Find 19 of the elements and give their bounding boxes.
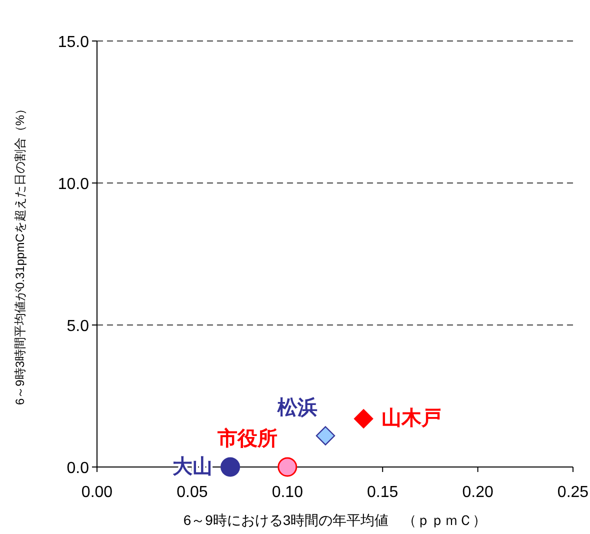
y-tick-label: 15.0: [58, 34, 90, 51]
x-tick-label: 0.25: [557, 484, 589, 501]
series-label: 市役所: [216, 427, 278, 450]
y-tick-label: 10.0: [58, 176, 90, 193]
point: [220, 457, 240, 477]
x-axis-title: 6～9時における3時間の年平均値 （ｐｐｍＣ）: [183, 512, 487, 528]
point: [278, 457, 298, 477]
x-tick-label: 0.05: [176, 484, 208, 501]
point: [354, 409, 374, 428]
y-tick-label: 0.0: [66, 460, 90, 477]
x-tick-label: 0.10: [272, 484, 304, 501]
series-label: 松浜: [276, 396, 318, 419]
x-tick-label: 0.20: [462, 484, 494, 501]
y-axis-title: 6～9時3時間平均値が0.31ppmCを超えた日の割合（%）: [13, 102, 27, 406]
y-tick-label: 5.0: [66, 318, 90, 335]
point: [316, 426, 336, 446]
series-label: 山木戸: [382, 408, 442, 430]
x-tick-label: 0.00: [81, 484, 113, 501]
x-tick-label: 0.15: [367, 484, 398, 501]
